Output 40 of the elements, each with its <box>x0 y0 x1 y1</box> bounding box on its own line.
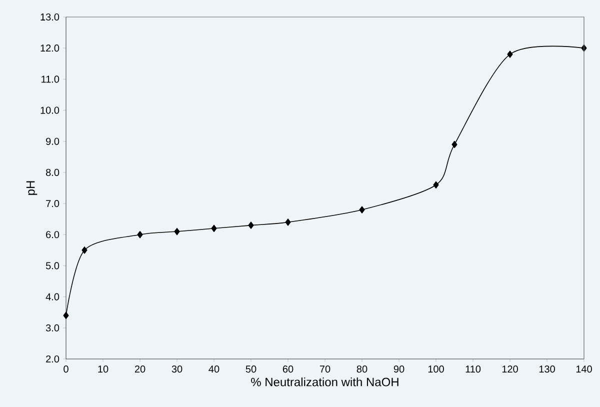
x-tick-label: 10 <box>98 366 108 373</box>
y-tick-label: 11.0 <box>42 76 60 83</box>
point <box>82 246 88 254</box>
y-tick-label: 2.0 <box>46 355 60 363</box>
y-tick-label: 7.0 <box>46 200 60 208</box>
point <box>507 50 513 58</box>
point <box>248 222 254 229</box>
x-tick-label: 120 <box>502 366 518 373</box>
x-tick-label: 0 <box>64 366 68 373</box>
y-tick-label: 9.0 <box>46 138 60 145</box>
point <box>452 140 458 148</box>
point <box>63 312 69 320</box>
point <box>433 181 439 188</box>
x-tick-label: 90 <box>394 366 404 373</box>
x-axis-title: % Neutralization with NaOH <box>251 377 398 386</box>
y-tick-label: 10.0 <box>40 106 60 114</box>
x-tick-label: 110 <box>466 366 481 373</box>
x-tick-label: 130 <box>539 366 555 373</box>
y-tick-label: 12.0 <box>40 44 60 52</box>
point <box>285 218 291 226</box>
point <box>211 224 217 232</box>
x-tick-label: 30 <box>172 366 182 373</box>
y-axis-title: pH <box>26 181 38 195</box>
x-tick-label: 70 <box>320 366 330 373</box>
x-tick-label: 140 <box>576 366 592 373</box>
y-tick-label: 4.0 <box>46 293 60 300</box>
x-tick-label: 80 <box>356 366 368 373</box>
point <box>174 228 180 236</box>
y-tick-label: 3.0 <box>46 324 60 332</box>
point <box>137 231 143 238</box>
y-tick-label: 5.0 <box>46 262 60 270</box>
x-tick-label: 60 <box>282 366 294 373</box>
y-tick-label: 13.0 <box>40 13 60 21</box>
x-tick-label: 100 <box>428 366 444 373</box>
point <box>359 206 365 214</box>
x-tick-label: 20 <box>134 366 146 373</box>
y-tick-label: 6.0 <box>46 231 60 238</box>
y-tick-label: 8.0 <box>46 168 60 176</box>
x-tick-label: 40 <box>208 366 220 373</box>
x-tick-label: 50 <box>246 366 256 373</box>
